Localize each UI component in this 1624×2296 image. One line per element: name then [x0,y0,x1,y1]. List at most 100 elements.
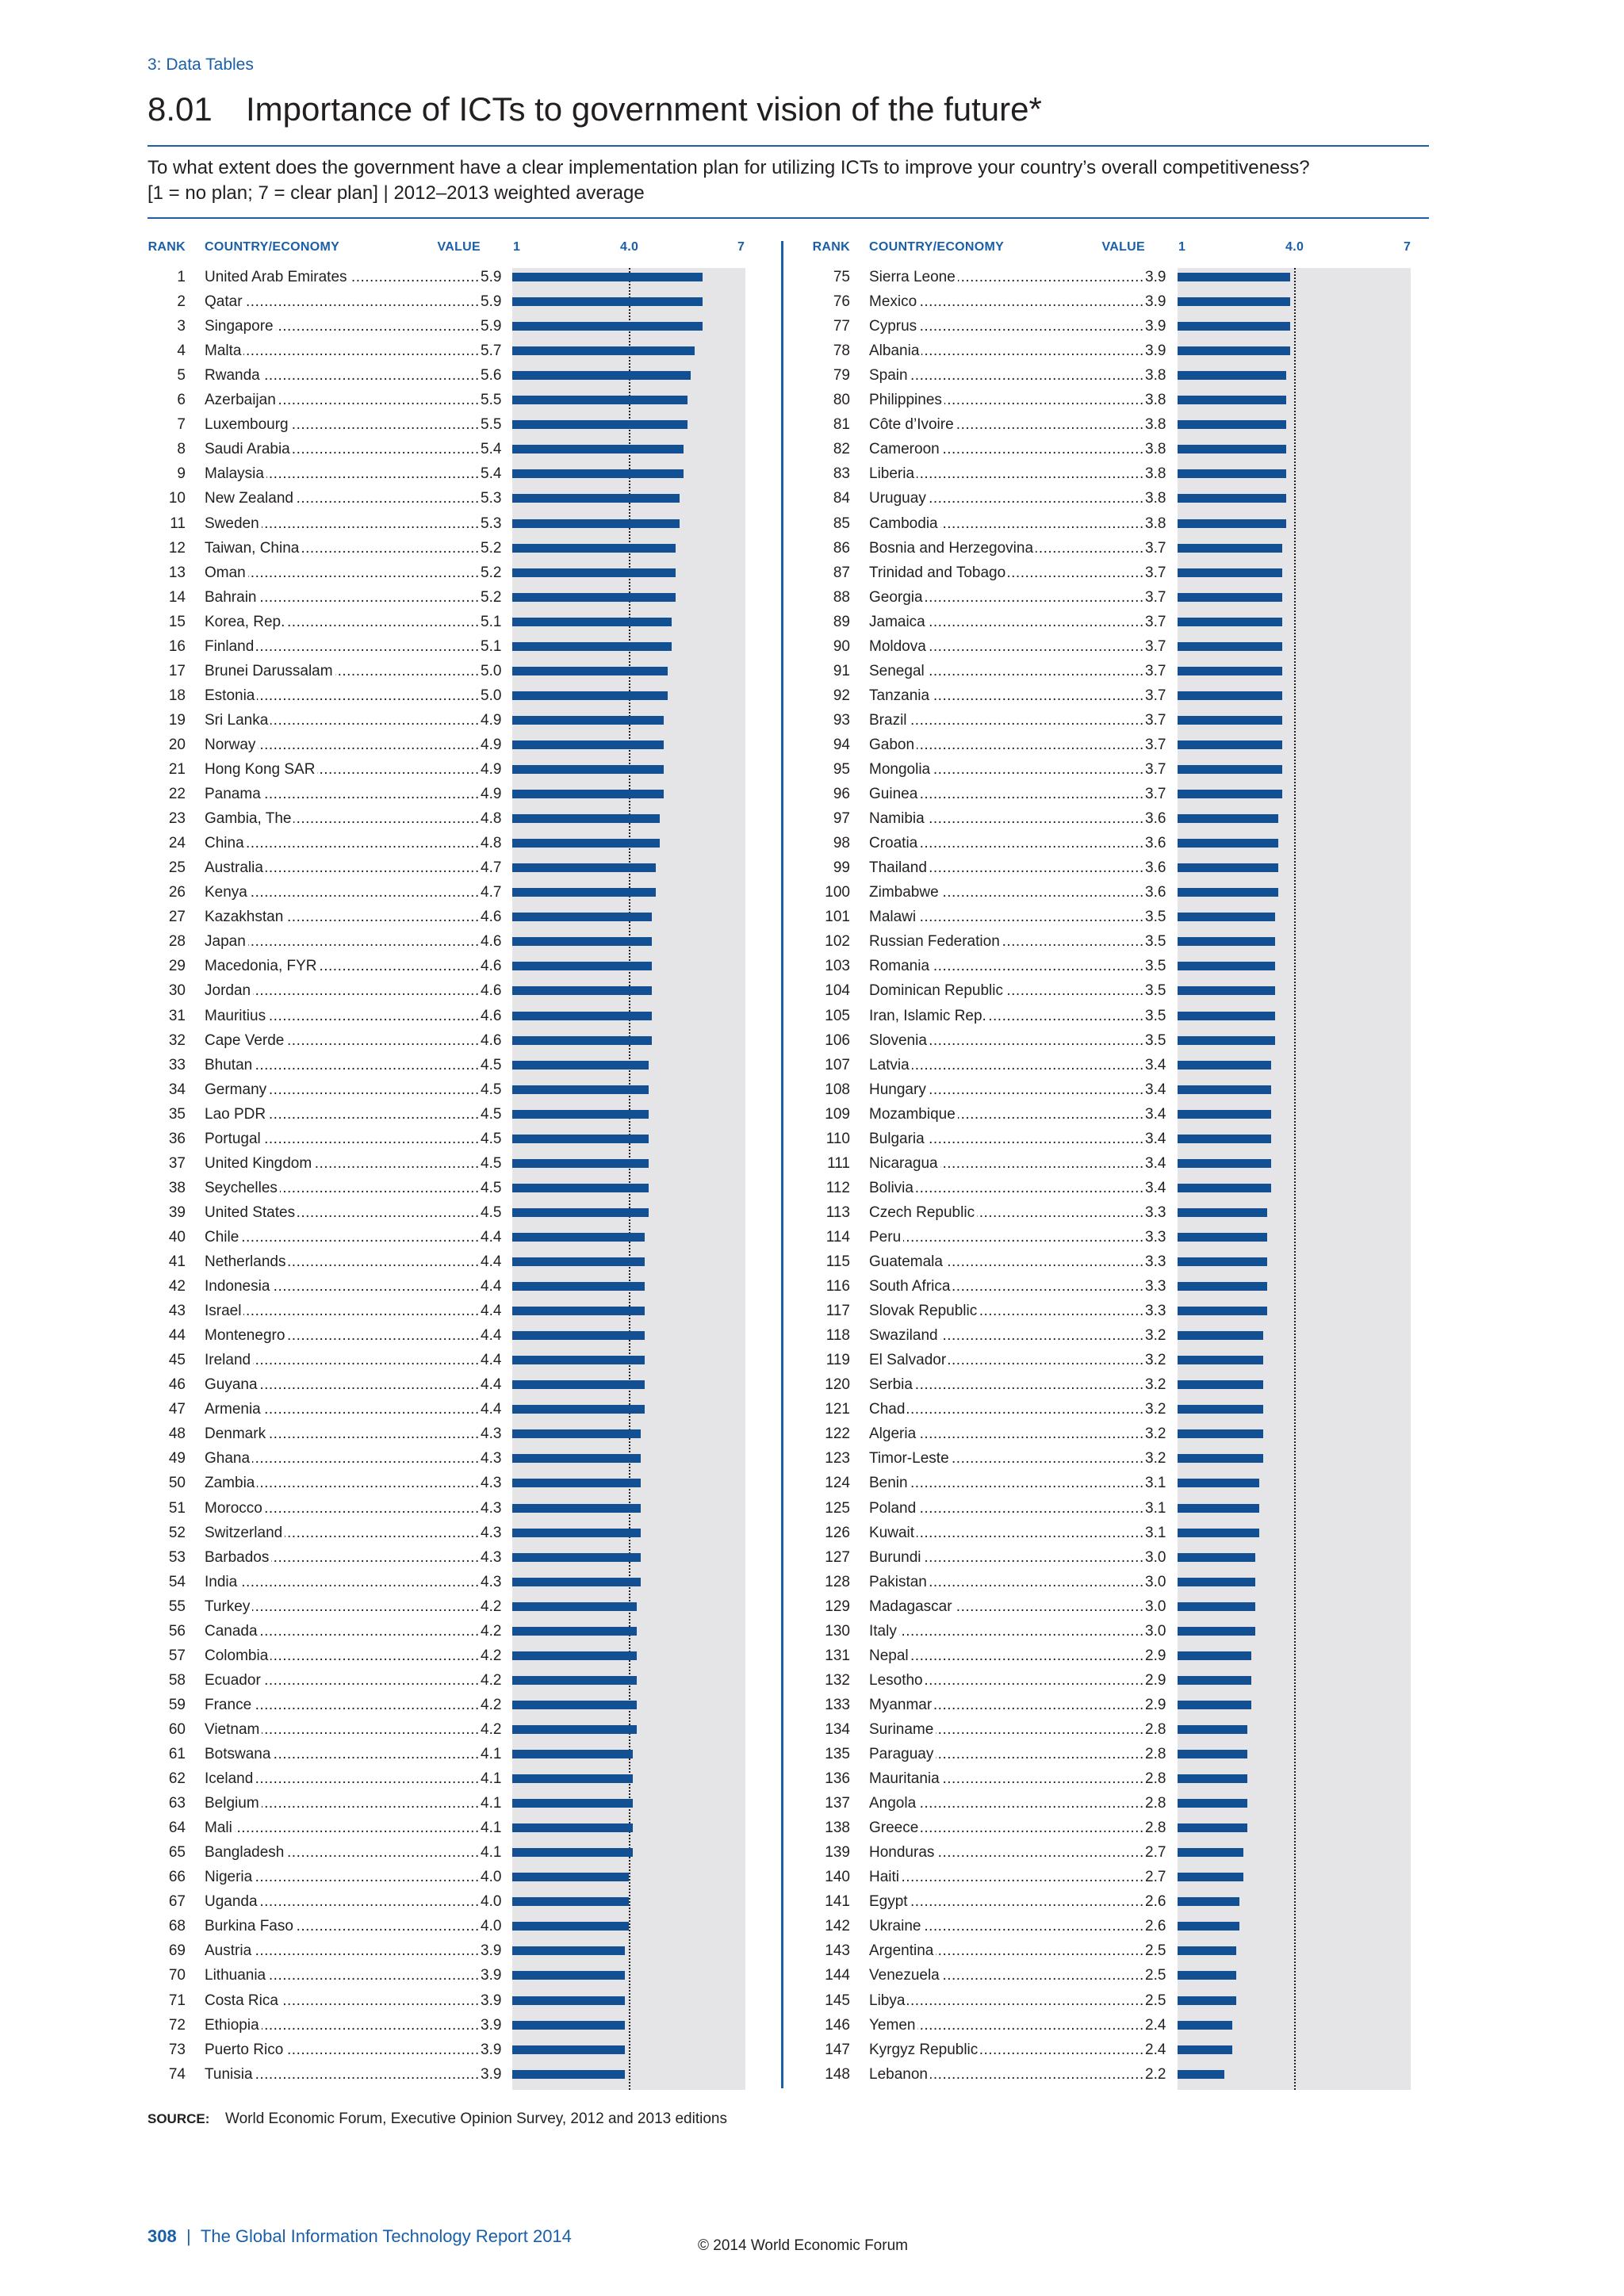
country-label: Chad [869,1401,908,1418]
column-divider [781,241,783,2088]
copyright: © 2014 World Economic Forum [698,2237,908,2254]
table-title: Importance of ICTs to government vision … [246,90,1042,128]
country-label: Benin [869,1475,910,1492]
data-label: 2.8 [1145,1716,1169,1742]
leader-dots: ........................................… [869,1130,1145,1147]
rank-value: 53 [168,1548,186,1566]
rank-value: 113 [825,1203,850,1221]
leader-dots: ........................................… [869,2016,1145,2034]
bar [1178,346,1291,356]
leader-dots: ........................................… [205,1746,481,1762]
country-name: ........................................… [205,757,481,782]
rank-value: 26 [168,884,186,901]
country-label: Iceland [205,1770,256,1788]
data-label: 3.4 [1145,1126,1169,1151]
country-name: ........................................… [869,314,1145,339]
bar [1178,1799,1248,1808]
rank-value: 50 [168,1475,186,1492]
leader-dots: ........................................… [205,859,481,877]
rank-value: 90 [833,637,850,655]
rank-value: 9 [177,465,186,483]
data-label: 5.2 [481,584,504,610]
data-label: 4.6 [481,905,504,930]
country-name: ........................................… [205,806,481,831]
data-label: 4.1 [481,1766,504,1792]
bar [1178,592,1283,602]
country-label: Brunei Darussalam [205,662,335,679]
bar [1178,2069,1224,2079]
country-name: ........................................… [869,1570,1145,1594]
country-label: Azerbaijan [205,392,278,409]
country-name: ........................................… [205,2013,481,2038]
data-label: 5.5 [481,412,504,438]
country-label: Jordan [205,982,254,1000]
bar [1178,1134,1271,1143]
bar [1178,1626,1255,1636]
country-label: Zambia [205,1475,258,1492]
rank-value: 12 [168,539,186,557]
bar [512,2020,626,2030]
country-label: Venezuela [869,1967,942,1984]
leader-dots: ........................................… [205,1056,481,1073]
data-label: 3.9 [1145,289,1169,315]
rank-value: 4 [177,342,186,360]
country-label: Tunisia [205,2065,255,2083]
scale-mid-left: 4.0 [620,240,639,254]
country-header-right: COUNTRY/ECONOMY [869,240,1005,254]
country-label: Israel [205,1303,244,1320]
data-label: 4.8 [481,806,504,832]
country-name: ........................................… [869,1348,1145,1372]
leader-dots: ........................................… [205,884,481,901]
data-label: 4.0 [481,1889,504,1915]
country-name: ........................................… [205,733,481,757]
bar [512,863,657,873]
leader-dots: ........................................… [205,1942,481,1960]
country-label: Georgia [869,588,925,606]
rank-value: 99 [833,859,850,877]
bar [1178,1552,1255,1562]
rank-value: 55 [168,1598,186,1615]
country-label: Bosnia and Herzegovina [869,539,1036,557]
data-label: 2.9 [1145,1667,1169,1693]
bar [512,790,665,799]
bar [512,1454,641,1464]
bar [1178,1996,1236,2005]
data-label: 3.7 [1145,609,1169,634]
data-label: 3.3 [1145,1299,1169,1324]
rank-value: 13 [168,564,186,581]
data-label: 4.6 [481,1027,504,1053]
leader-dots: ........................................… [869,1475,1145,1492]
data-label: 5.2 [481,560,504,585]
rank-value: 96 [833,786,850,803]
country-name: ........................................… [205,412,481,437]
data-label: 3.3 [1145,1224,1169,1249]
rank-value: 109 [825,1105,850,1123]
data-label: 3.1 [1145,1495,1169,1521]
leader-dots: ........................................… [869,1671,1145,1689]
leader-dots: ........................................… [869,1647,1145,1664]
rank-value: 121 [825,1401,850,1418]
leader-dots: ........................................… [869,1081,1145,1098]
value-header-right: VALUE [1101,240,1145,254]
country-label: Cyprus [869,318,920,335]
data-label: 3.9 [481,1963,504,1988]
country-label: Swaziland [869,1327,940,1345]
data-label: 2.8 [1145,1816,1169,1841]
data-label: 2.7 [1145,1840,1169,1866]
rank-value: 32 [168,1031,186,1049]
country-name: ........................................… [869,1644,1145,1668]
rank-value: 89 [833,613,850,630]
leader-dots: ........................................… [205,1278,481,1295]
title-rule [147,145,1429,147]
rank-value: 23 [168,810,186,828]
bar [512,322,703,331]
rank-header-right: RANK [812,240,850,254]
country-label: Gabon [869,736,917,753]
leader-dots: ........................................… [869,1720,1145,1738]
bar [1178,1946,1236,1956]
data-label: 4.5 [481,1101,504,1127]
rank-value: 148 [825,2065,850,2083]
country-label: Hong Kong SAR [205,761,318,778]
data-label: 4.3 [481,1544,504,1570]
country-label: Spain [869,367,910,385]
